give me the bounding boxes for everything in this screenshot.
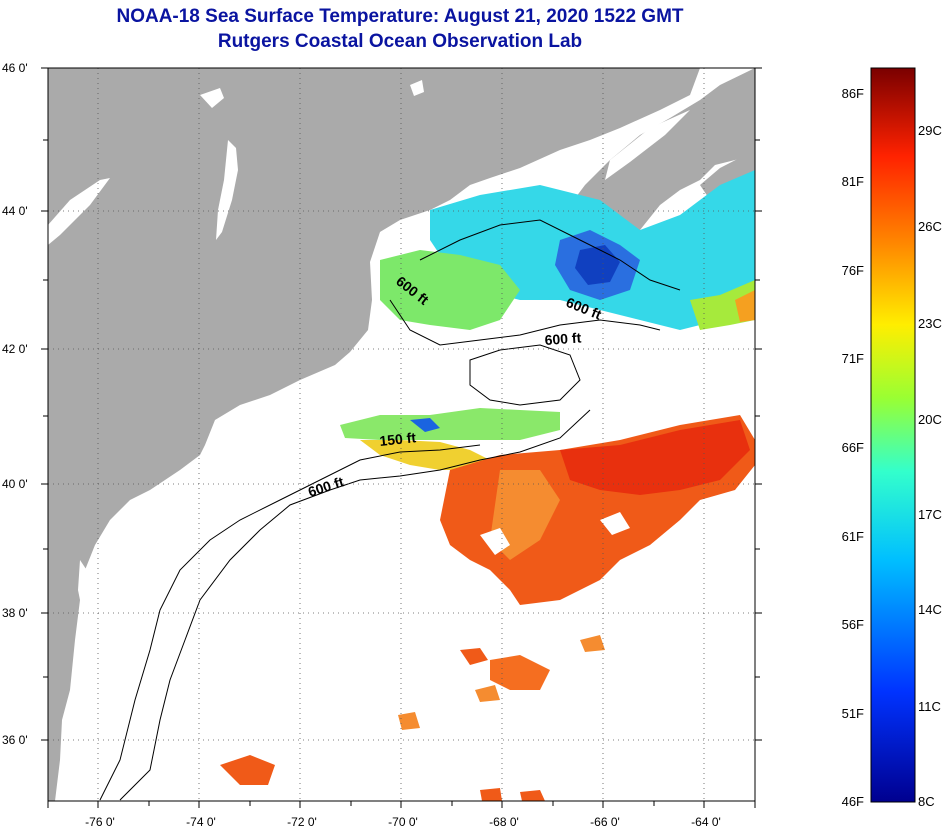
colorbar-fahrenheit-labels: 86F 81F 76F 71F 66F 61F 56F 51F 46F (842, 86, 864, 809)
isobath-600ft-south (119, 409, 591, 801)
lat-tick-label: 42 0' (2, 342, 28, 356)
contour-label: 600 ft (544, 329, 582, 348)
lon-tick-label: -68 0' (489, 815, 519, 829)
sst-scattered-patches (220, 635, 605, 801)
isobath-georges (469, 344, 581, 406)
lon-tick-label: -66 0' (590, 815, 620, 829)
map-title: NOAA-18 Sea Surface Temperature: August … (116, 6, 684, 27)
map-subtitle: Rutgers Coastal Ocean Observation Lab (217, 31, 583, 52)
land-mass-us (48, 68, 700, 801)
colorbar-f-label: 86F (842, 86, 864, 101)
lon-tick-label: -70 0' (388, 815, 418, 829)
bay-of-fundy (605, 110, 690, 180)
land-mass-nova-scotia (700, 150, 755, 200)
lat-lon-grid (48, 68, 755, 801)
sst-warm-offshore (440, 415, 755, 605)
colorbar-c-label: 29C (918, 123, 942, 138)
axis-ticks (41, 67, 762, 808)
contour-label: 150 ft (379, 429, 417, 449)
lat-tick-label: 38 0' (2, 606, 28, 620)
colorbar-f-label: 71F (842, 351, 864, 366)
isobath-600ft-north (419, 219, 681, 291)
lat-tick-label: 46 0' (2, 61, 28, 75)
lat-tick-label: 36 0' (2, 733, 28, 747)
long-island-sound (205, 385, 340, 455)
chesapeake-bay (78, 560, 100, 680)
isobath-600ft-gulf (389, 299, 661, 346)
lon-tick-label: -76 0' (85, 815, 115, 829)
lon-tick-label: -72 0' (287, 815, 317, 829)
colorbar-c-label: 26C (918, 219, 942, 234)
lake-ontario-edge (48, 178, 110, 245)
colorbar-c-label: 17C (918, 507, 942, 522)
colorbar-f-label: 46F (842, 794, 864, 809)
colorbar-c-label: 23C (918, 316, 942, 331)
isobath-150ft-shelf (99, 444, 481, 801)
lon-tick-label: -74 0' (186, 815, 216, 829)
colorbar-c-label: 8C (918, 794, 935, 809)
lake-champlain (216, 140, 238, 240)
colorbar-f-label: 66F (842, 440, 864, 455)
delaware-bay (118, 520, 140, 548)
colorbar (870, 67, 916, 803)
colorbar-f-label: 81F (842, 174, 864, 189)
sst-gulf-of-maine (380, 170, 755, 330)
colorbar-c-label: 11C (918, 699, 941, 714)
colorbar-f-label: 51F (842, 706, 864, 721)
land-mass-canada-east (570, 68, 755, 248)
lake-small-2 (410, 80, 424, 96)
colorbar-celsius-labels: 29C 26C 23C 20C 17C 14C 11C 8C (918, 123, 942, 809)
colorbar-c-label: 20C (918, 412, 942, 427)
lake-small-1 (200, 88, 224, 108)
sst-georges-bank (340, 408, 560, 470)
colorbar-f-label: 56F (842, 617, 864, 632)
colorbar-f-label: 76F (842, 263, 864, 278)
lat-tick-label: 40 0' (2, 477, 28, 491)
colorbar-f-label: 61F (842, 529, 864, 544)
lon-tick-label: -64 0' (691, 815, 721, 829)
lat-tick-label: 44 0' (2, 204, 28, 218)
colorbar-c-label: 14C (918, 602, 942, 617)
